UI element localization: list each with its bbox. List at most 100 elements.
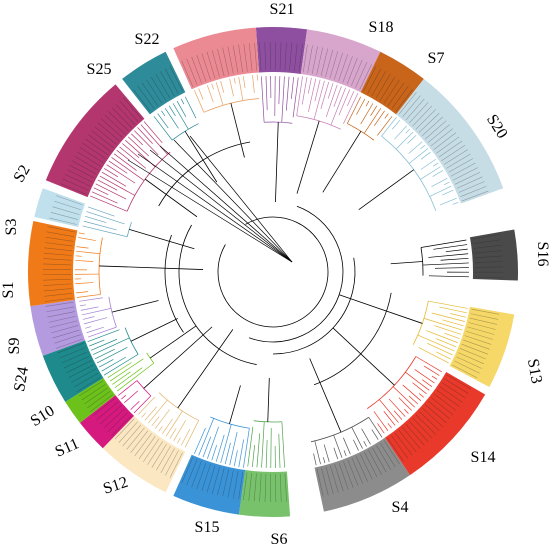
tip-label-mark [84, 387, 108, 405]
leaf-branch [224, 442, 231, 465]
leaf-branch [444, 332, 460, 339]
leaf-branch [229, 78, 234, 97]
outgroup-branch [149, 149, 293, 263]
clade-label-s21: S21 [270, 1, 295, 18]
leaf-branch [443, 181, 450, 186]
leaf-branch [442, 319, 464, 327]
leaf-branch [327, 83, 334, 99]
tip-label-mark [138, 435, 156, 460]
leaf-branch [164, 108, 179, 129]
leaf-branch [76, 246, 89, 249]
leaf-branch [184, 96, 197, 119]
tip-label-mark [217, 467, 225, 496]
tip-label-mark [43, 288, 72, 292]
tip-label-mark [186, 459, 198, 486]
leaf-branch [296, 76, 303, 116]
leaf-branch [433, 244, 468, 250]
tip-label-mark [474, 266, 503, 268]
leaf-branch [82, 225, 128, 238]
leaf-branch [313, 80, 325, 120]
leaf-branch [157, 113, 169, 129]
tip-label-mark [443, 149, 468, 165]
leaf-branch [162, 418, 173, 435]
leaf-branch [134, 130, 159, 156]
tip-label-mark [222, 47, 230, 75]
clade-stem [184, 131, 218, 183]
tip-label-mark [108, 111, 129, 132]
leaf-branch [290, 77, 295, 100]
tip-label-mark [461, 343, 488, 355]
leaf-branch [138, 396, 156, 415]
leaf-branch [75, 260, 94, 262]
leaf-branch [106, 164, 136, 184]
tip-label-mark [156, 445, 171, 471]
tip-label-mark [169, 66, 183, 92]
tip-label-mark [196, 462, 207, 490]
leaf-branch [313, 453, 317, 466]
leaf-branch [95, 183, 127, 200]
clade-label-s3: S3 [3, 219, 20, 236]
outgroup-branch [127, 159, 293, 263]
leaf-branch [395, 131, 414, 150]
tip-label-mark [101, 118, 123, 138]
leaf-branch [141, 412, 146, 418]
clade-band-s15 [173, 454, 246, 515]
leaf-branch [180, 429, 191, 446]
clade-band-s13 [449, 306, 515, 388]
leaf-branch [450, 313, 466, 318]
clade-bands [27, 26, 518, 517]
tip-label-mark [196, 54, 207, 82]
leaf-branch [330, 87, 346, 126]
tip-label-mark [51, 325, 79, 334]
tip-label-mark [395, 89, 413, 112]
leaf-branch [112, 371, 131, 385]
leaf-branch [117, 362, 155, 392]
leaf-branch [99, 175, 135, 196]
tip-label-mark [446, 153, 471, 169]
tip-label-mark [126, 427, 145, 450]
tip-label-mark [96, 401, 119, 420]
tip-label-mark [364, 452, 378, 478]
tip-label-mark [44, 242, 73, 247]
tip-label-mark [436, 136, 460, 154]
tip-label-mark [217, 48, 225, 77]
leaf-branch [428, 275, 469, 278]
tip-label-mark [394, 432, 413, 456]
tip-label-mark [79, 147, 104, 163]
tip-label-mark [44, 297, 73, 302]
tip-label-mark [45, 236, 74, 242]
leaf-branch [147, 399, 168, 424]
tip-label-mark [191, 56, 202, 84]
tip-label-mark [253, 473, 257, 502]
tip-label-mark [351, 457, 364, 484]
leaf-branch [140, 124, 168, 155]
tip-label-mark [325, 49, 334, 78]
leaf-branch [368, 417, 383, 438]
leaf-branch [127, 136, 149, 157]
clade-subtree-arc [171, 123, 199, 141]
clade-stem [177, 329, 234, 409]
clade-label-s14: S14 [471, 449, 496, 466]
clade-stem [296, 120, 320, 194]
leaf-branch [431, 312, 465, 322]
tip-label-mark [375, 73, 391, 99]
leaf-branch [434, 267, 469, 269]
leaf-branch [428, 253, 469, 258]
tip-label-mark [49, 320, 78, 328]
tree-branches [75, 74, 470, 468]
clade-stem [129, 229, 195, 250]
leaf-branch [79, 304, 86, 307]
tip-label-mark [232, 470, 239, 499]
clade-stem [143, 326, 213, 389]
tip-label-mark [456, 356, 482, 369]
leaf-branch [388, 398, 406, 417]
leaf-branch [165, 410, 183, 437]
leaf-branch [93, 187, 109, 195]
tip-label-mark [44, 247, 73, 252]
leaf-branch [281, 421, 285, 468]
leaf-branch [238, 439, 244, 468]
clade-band-s18 [300, 29, 381, 93]
tip-label-mark [85, 138, 109, 156]
leaf-branch [81, 308, 112, 316]
leaf-branch [90, 195, 128, 212]
